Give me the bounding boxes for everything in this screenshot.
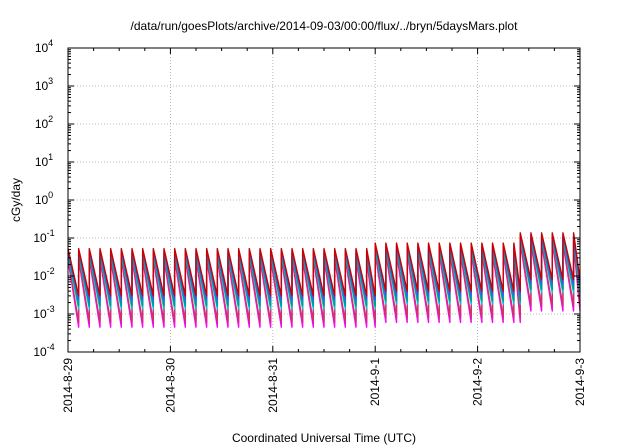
x-tick-label: 2014-8-31 [266,358,280,413]
x-tick-label: 2014-8-30 [163,358,177,413]
y-tick-label: 100 [35,190,53,207]
x-axis: 2014-8-29 2014-8-30 2014-8-31 2014-9-1 2014-… [61,48,587,413]
y-tick-label: 103 [35,76,53,93]
x-tick-label: 2014-9-2 [471,358,485,406]
y-axis-label: cGy/day [9,178,23,222]
y-tick-label: 102 [35,114,53,131]
y-tick-label: 10-4 [33,342,54,359]
x-tick-label: 2014-9-3 [573,358,587,406]
chart-title: /data/run/goesPlots/archive/2014-09-03/0… [131,19,519,33]
x-tick-label: 2014-8-29 [61,358,75,413]
y-tick-label: 104 [35,38,53,55]
x-tick-label: 2014-9-1 [368,358,382,406]
y-tick-label: 101 [35,152,53,169]
y-axis: 10-4 10-3 10-2 10-1 100 101 102 103 104 [33,38,580,359]
series-line [67,232,581,297]
series-group [67,232,581,328]
y-tick-label: 10-1 [33,228,54,245]
series-line [67,241,581,324]
x-axis-label: Coordinated Universal Time (UTC) [232,431,416,445]
y-tick-label: 10-3 [33,304,54,321]
series-line [67,236,581,307]
y-tick-label: 10-2 [33,266,54,283]
